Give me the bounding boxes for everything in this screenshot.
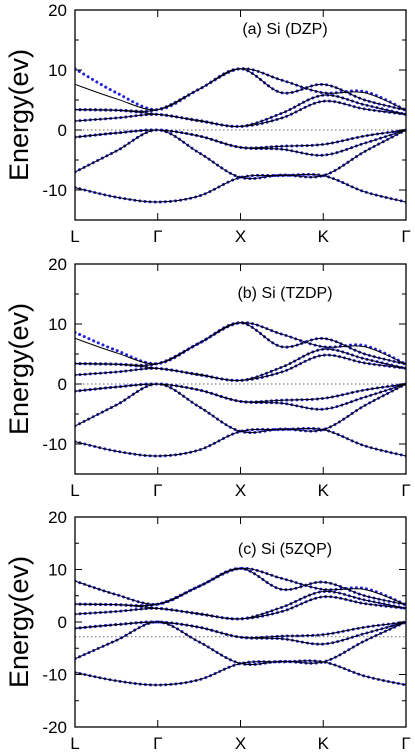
y-tick-label: 10: [48, 61, 67, 80]
y-tick-label: -10: [42, 181, 67, 200]
band-solid-1: [75, 383, 406, 434]
x-tick-label-1: Γ: [153, 481, 162, 500]
y-tick-label: 20: [48, 508, 67, 527]
chart-panel-0: -10 0 10 20 L Γ X K Γ Energy(ev) (a) Si (DZP): [4, 1, 411, 246]
x-tick-label-3: K: [318, 481, 330, 500]
panel-title: (b) Si (TZDP): [237, 285, 332, 302]
x-tick-label-2: X: [235, 227, 246, 246]
y-tick-label: 0: [58, 375, 67, 394]
x-tick-label-3: K: [318, 734, 330, 753]
y-tick-label: 20: [48, 255, 67, 274]
y-tick-label: 10: [48, 561, 67, 580]
x-tick-label-4: Γ: [401, 481, 410, 500]
band-solid-3: [75, 621, 406, 639]
band-solid-4: [75, 354, 406, 381]
band-dotted-7: [75, 321, 406, 366]
band-solid-3: [75, 129, 406, 149]
y-tick-label: 10: [48, 315, 67, 334]
x-tick-label-2: X: [235, 481, 246, 500]
x-tick-label-4: Γ: [401, 227, 410, 246]
band-solid-2: [75, 129, 406, 156]
band-solid-7: [75, 68, 406, 111]
band-dotted-4: [75, 353, 406, 382]
band-solid-4: [75, 596, 406, 620]
x-tick-label-1: Γ: [153, 734, 162, 753]
band-solid-3: [75, 383, 406, 403]
y-tick-label: -20: [42, 718, 67, 737]
band-solid-2: [75, 621, 406, 645]
y-axis-label: Energy(ev): [4, 49, 34, 181]
band-dotted-7: [75, 67, 406, 112]
band-dotted-4: [75, 99, 406, 128]
y-tick-label: -10: [42, 666, 67, 685]
x-tick-label-1: Γ: [153, 227, 162, 246]
x-tick-label-4: Γ: [401, 734, 410, 753]
band-dotted-7: [75, 566, 406, 607]
y-tick-label: 20: [48, 1, 67, 20]
y-axis-label: Energy(ev): [4, 556, 34, 688]
band-solid-1: [75, 621, 406, 666]
band-solid-4: [75, 100, 406, 127]
band-dotted-2: [75, 128, 406, 157]
band-solid-7: [75, 567, 406, 606]
chart-panel-2: -20 -10 0 10 20 L Γ X K Γ Energy(ev) (c) Si (5ZQP): [4, 508, 411, 753]
y-axis-label: Energy(ev): [4, 303, 34, 435]
x-tick-label-0: L: [70, 227, 79, 246]
y-tick-label: 0: [58, 121, 67, 140]
y-tick-label: 0: [58, 613, 67, 632]
band-dotted-4: [75, 595, 406, 621]
band-dotted-2: [75, 382, 406, 411]
band-solid-2: [75, 383, 406, 410]
panel-title: (c) Si (5ZQP): [238, 541, 332, 558]
x-tick-label-2: X: [235, 734, 246, 753]
band-solid-1: [75, 129, 406, 180]
x-tick-label-0: L: [70, 481, 79, 500]
x-tick-label-3: K: [318, 227, 330, 246]
panel-title: (a) Si (DZP): [242, 21, 327, 38]
chart-panel-1: -10 0 10 20 L Γ X K Γ Energy(ev) (b) Si (TZDP): [4, 255, 411, 500]
y-tick-label: -10: [42, 435, 67, 454]
band-dotted-2: [75, 620, 406, 646]
band-solid-7: [75, 322, 406, 365]
x-tick-label-0: L: [70, 734, 79, 753]
